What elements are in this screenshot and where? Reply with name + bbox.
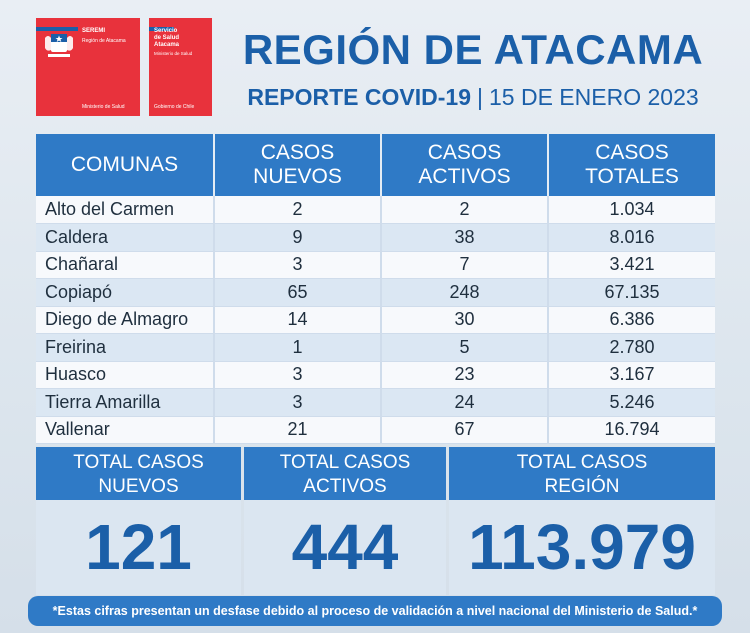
table-header-row: COMUNAS CASOS NUEVOS CASOS ACTIVOS CASOS TO… — [36, 134, 715, 196]
total-activos-value: 444 — [244, 500, 446, 595]
servicio-line1: Servicio — [154, 28, 178, 34]
table-row: Caldera 9 38 8.016 — [36, 223, 715, 252]
comuna-cell: Tierra Amarilla — [36, 388, 215, 417]
nuevos-cell: 14 — [214, 306, 382, 334]
header-casos-totales: CASOS TOTALES — [548, 134, 715, 196]
servicio-ministry: Ministerio de Salud — [154, 51, 193, 56]
report-date: 15 DE ENERO 2023 — [488, 84, 699, 110]
servicio-line2: de Salud — [154, 35, 180, 41]
header-casos-activos: CASOS ACTIVOS — [381, 134, 549, 196]
activos-cell: 23 — [381, 361, 549, 389]
header-casos-nuevos: CASOS NUEVOS — [214, 134, 382, 196]
nuevos-cell: 65 — [214, 278, 382, 307]
seremi-logo: SEREMI Región de Atacama Ministerio de S… — [36, 18, 140, 116]
table-row: Diego de Almagro 14 30 6.386 — [36, 306, 715, 334]
logos: SEREMI Región de Atacama Ministerio de S… — [36, 18, 216, 118]
totales-cell: 2.780 — [548, 333, 715, 362]
total-nuevos-value: 121 — [36, 500, 241, 595]
table-row: Copiapó 65 248 67.135 — [36, 278, 715, 307]
servicio-line3: Atacama — [154, 42, 180, 48]
servicio-salud-logo: Servicio de Salud Atacama Ministerio de … — [149, 18, 212, 116]
totals-panel: TOTAL CASOS NUEVOS TOTAL CASOS ACTIVOS TOT… — [36, 447, 715, 595]
report-subtitle: REPORTE COVID-19 | 15 DE ENERO 2023 — [228, 84, 718, 111]
table-row: Huasco 3 23 3.167 — [36, 361, 715, 389]
table-row: Alto del Carmen 2 2 1.034 — [36, 196, 715, 224]
comuna-cell: Caldera — [36, 223, 215, 252]
activos-cell: 24 — [381, 388, 549, 417]
chile-coat-of-arms-icon — [45, 34, 73, 57]
total-nuevos-header: TOTAL CASOS NUEVOS — [36, 447, 241, 500]
seremi-name: SEREMI — [82, 28, 106, 34]
activos-cell: 38 — [381, 223, 549, 252]
totales-cell: 8.016 — [548, 223, 715, 252]
nuevos-cell: 3 — [214, 251, 382, 279]
comuna-cell: Huasco — [36, 361, 215, 389]
totales-cell: 67.135 — [548, 278, 715, 307]
header-comunas: COMUNAS — [36, 134, 215, 196]
seremi-region: Región de Atacama — [82, 38, 126, 44]
total-region-value: 113.979 — [449, 500, 715, 595]
seremi-ministry: Ministerio de Salud — [82, 104, 125, 110]
totales-cell: 1.034 — [548, 196, 715, 224]
totales-cell: 5.246 — [548, 388, 715, 417]
total-activos-header: TOTAL CASOS ACTIVOS — [244, 447, 446, 500]
cases-table: COMUNAS CASOS NUEVOS CASOS ACTIVOS CASOS TO… — [36, 134, 715, 444]
activos-cell: 2 — [381, 196, 549, 224]
totales-cell: 6.386 — [548, 306, 715, 334]
report-label: REPORTE COVID-19 — [247, 84, 471, 110]
total-region-header: TOTAL CASOS REGIÓN — [449, 447, 715, 500]
comuna-cell: Diego de Almagro — [36, 306, 215, 334]
comuna-cell: Vallenar — [36, 416, 215, 444]
activos-cell: 67 — [381, 416, 549, 444]
nuevos-cell: 1 — [214, 333, 382, 362]
separator: | — [477, 84, 483, 110]
nuevos-cell: 2 — [214, 196, 382, 224]
gobierno-label: Gobierno de Chile — [154, 104, 195, 110]
disclaimer-footer: *Estas cifras presentan un desfase debid… — [28, 596, 722, 626]
table-row: Tierra Amarilla 3 24 5.246 — [36, 388, 715, 417]
comuna-cell: Freirina — [36, 333, 215, 362]
page-title: REGIÓN DE ATACAMA — [242, 26, 704, 73]
comuna-cell: Alto del Carmen — [36, 196, 215, 224]
activos-cell: 30 — [381, 306, 549, 334]
table-row: Chañaral 3 7 3.421 — [36, 251, 715, 279]
nuevos-cell: 21 — [214, 416, 382, 444]
nuevos-cell: 9 — [214, 223, 382, 252]
comuna-cell: Chañaral — [36, 251, 215, 279]
nuevos-cell: 3 — [214, 388, 382, 417]
totales-cell: 3.167 — [548, 361, 715, 389]
comuna-cell: Copiapó — [36, 278, 215, 307]
activos-cell: 7 — [381, 251, 549, 279]
activos-cell: 248 — [381, 278, 549, 307]
totales-cell: 3.421 — [548, 251, 715, 279]
table-row: Vallenar 21 67 16.794 — [36, 416, 715, 444]
totales-cell: 16.794 — [548, 416, 715, 444]
table-row: Freirina 1 5 2.780 — [36, 333, 715, 362]
activos-cell: 5 — [381, 333, 549, 362]
nuevos-cell: 3 — [214, 361, 382, 389]
